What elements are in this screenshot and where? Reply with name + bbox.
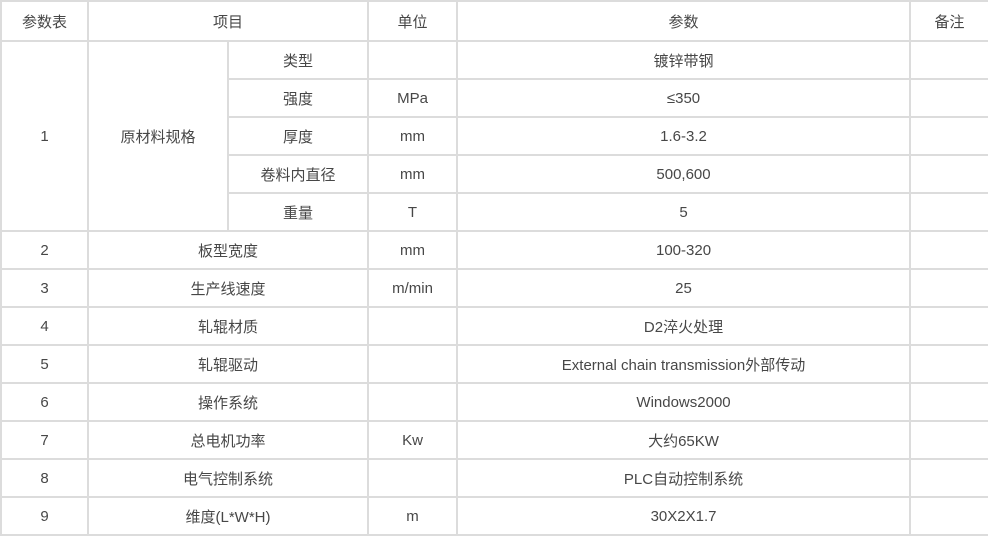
- item-cell: 维度(L*W*H): [86, 496, 370, 536]
- table-row: 强度 MPa ≤350: [1, 78, 988, 118]
- remark-cell: [909, 116, 988, 156]
- value-cell: 大约65KW: [456, 420, 912, 460]
- remark-cell: [909, 420, 988, 460]
- value-cell: 1.6-3.2: [456, 116, 912, 156]
- row-number-cell: 2: [0, 230, 89, 270]
- item-cell: 操作系统: [86, 382, 370, 422]
- remark-cell: [909, 344, 988, 384]
- value-cell: 30X2X1.7: [456, 496, 912, 536]
- value-cell: 5: [456, 192, 912, 232]
- table-row: 4 轧辊材质 D2淬火处理: [0, 306, 988, 346]
- sub-item-cell: 强度: [226, 78, 370, 118]
- row-number-cell: 1: [0, 40, 89, 232]
- value-cell: PLC自动控制系统: [456, 458, 912, 498]
- remark-cell: [909, 230, 988, 270]
- remark-cell: [909, 306, 988, 346]
- table-row: 重量 T 5: [1, 192, 988, 232]
- table-row: 2 板型宽度 mm 100-320: [0, 230, 988, 270]
- table-row: 1 原材料规格 类型 镀锌带钢: [0, 40, 988, 232]
- unit-cell: [367, 344, 459, 384]
- remark-cell: [909, 78, 988, 118]
- value-cell: External chain transmission外部传动: [456, 344, 912, 384]
- sub-item-cell: 厚度: [226, 116, 370, 156]
- table-row: 9 维度(L*W*H) m 30X2X1.7: [0, 496, 988, 536]
- unit-cell: m: [367, 496, 459, 536]
- header-cell-remark: 备注: [909, 0, 988, 42]
- value-cell: 25: [456, 268, 912, 308]
- remark-cell: [909, 268, 988, 308]
- sub-item-cell: 卷料内直径: [226, 154, 370, 194]
- remark-cell: [909, 458, 988, 498]
- remark-cell: [909, 382, 988, 422]
- unit-cell: T: [367, 192, 459, 232]
- unit-cell: Kw: [367, 420, 459, 460]
- header-cell-unit: 单位: [367, 0, 459, 42]
- remark-cell: [909, 192, 988, 232]
- value-cell: Windows2000: [456, 382, 912, 422]
- unit-cell: mm: [367, 116, 459, 156]
- row-number-cell: 5: [0, 344, 89, 384]
- unit-cell: MPa: [367, 78, 459, 118]
- header-cell-param-no: 参数表: [0, 0, 89, 42]
- table-row: 3 生产线速度 m/min 25: [0, 268, 988, 308]
- unit-cell: mm: [367, 154, 459, 194]
- sub-item-cell: 重量: [226, 192, 370, 232]
- table-row: 厚度 mm 1.6-3.2: [1, 116, 988, 156]
- table-row: 8 电气控制系统 PLC自动控制系统: [0, 458, 988, 498]
- row-number-cell: 4: [0, 306, 89, 346]
- header-cell-value: 参数: [456, 0, 912, 42]
- unit-cell: [367, 458, 459, 498]
- item-cell: 轧辊驱动: [86, 344, 370, 384]
- table-row: 6 操作系统 Windows2000: [0, 382, 988, 422]
- remark-cell: [909, 40, 988, 80]
- unit-cell: [367, 382, 459, 422]
- table-row: 7 总电机功率 Kw 大约65KW: [0, 420, 988, 460]
- item-cell: 原材料规格: [87, 40, 229, 232]
- table-header-row: 参数表 项目 单位 参数 备注: [0, 0, 988, 42]
- sub-item-cell: 类型: [226, 40, 370, 80]
- item-cell: 总电机功率: [86, 420, 370, 460]
- row-number-cell: 9: [0, 496, 89, 536]
- remark-cell: [909, 154, 988, 194]
- unit-cell: mm: [367, 230, 459, 270]
- value-cell: 镀锌带钢: [456, 40, 912, 80]
- value-cell: 500,600: [456, 154, 912, 194]
- unit-cell: m/min: [367, 268, 459, 308]
- item-cell: 生产线速度: [86, 268, 370, 308]
- item-cell: 轧辊材质: [86, 306, 370, 346]
- remark-cell: [909, 496, 988, 536]
- table-row: 卷料内直径 mm 500,600: [1, 154, 988, 194]
- row-number-cell: 8: [0, 458, 89, 498]
- row-number-cell: 7: [0, 420, 89, 460]
- row-number-cell: 3: [0, 268, 89, 308]
- unit-cell: [367, 40, 459, 80]
- value-cell: D2淬火处理: [456, 306, 912, 346]
- item-cell: 电气控制系统: [86, 458, 370, 498]
- value-cell: 100-320: [456, 230, 912, 270]
- header-cell-item: 项目: [86, 0, 370, 42]
- row-number-cell: 6: [0, 382, 89, 422]
- table-row: 5 轧辊驱动 External chain transmission外部传动: [0, 344, 988, 384]
- unit-cell: [367, 306, 459, 346]
- value-cell: ≤350: [456, 78, 912, 118]
- item-cell: 板型宽度: [86, 230, 370, 270]
